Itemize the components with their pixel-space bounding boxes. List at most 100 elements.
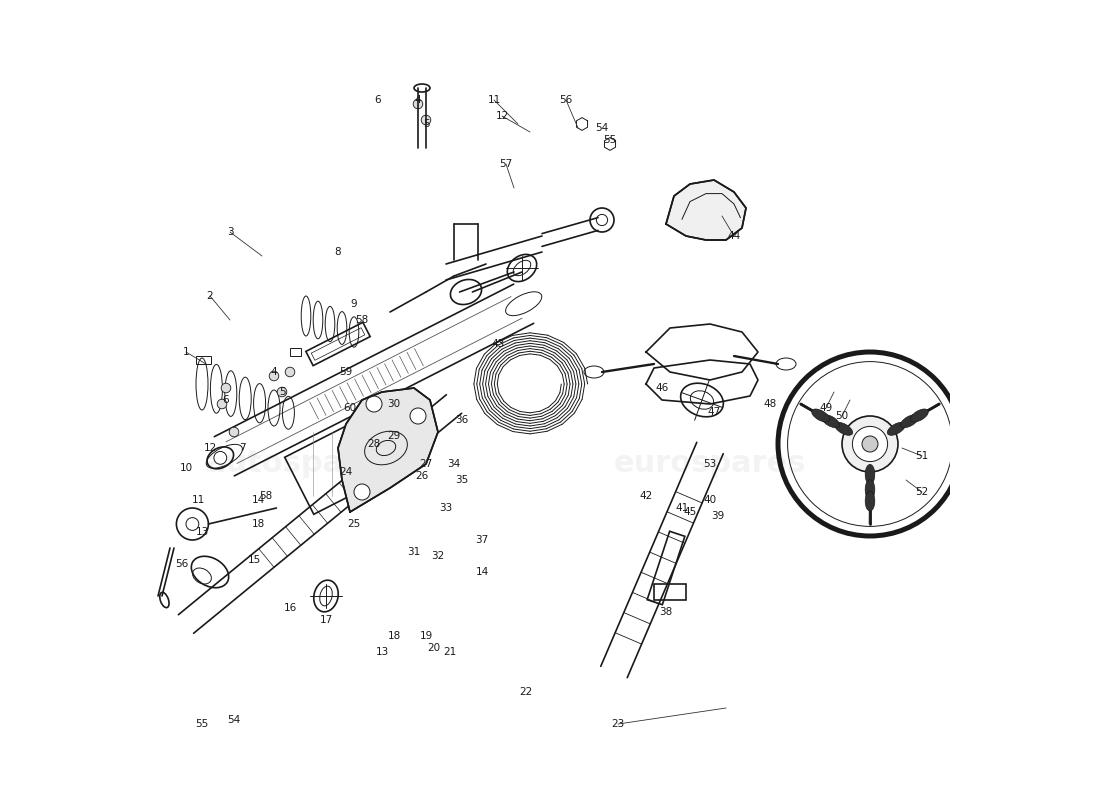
Circle shape	[213, 451, 227, 464]
Text: 4: 4	[415, 95, 421, 105]
Circle shape	[862, 436, 878, 452]
Text: 1: 1	[183, 347, 189, 357]
Text: 58: 58	[355, 315, 368, 325]
Text: 3: 3	[227, 227, 233, 237]
Text: 52: 52	[915, 487, 928, 497]
Text: 5: 5	[278, 387, 285, 397]
Ellipse shape	[901, 414, 918, 428]
Text: 56: 56	[175, 559, 188, 569]
Ellipse shape	[822, 414, 839, 428]
Text: 11: 11	[487, 95, 500, 105]
Circle shape	[414, 99, 422, 109]
Text: 42: 42	[639, 491, 652, 501]
Text: 55: 55	[196, 719, 209, 729]
Text: 45: 45	[683, 507, 696, 517]
Text: 27: 27	[419, 459, 432, 469]
Text: 41: 41	[675, 503, 689, 513]
Text: 22: 22	[519, 687, 532, 697]
Text: 29: 29	[387, 431, 400, 441]
Text: 14: 14	[475, 567, 488, 577]
Text: 60: 60	[343, 403, 356, 413]
Ellipse shape	[835, 422, 852, 435]
Text: 8: 8	[334, 247, 341, 257]
Text: 57: 57	[499, 159, 513, 169]
Text: 59: 59	[340, 367, 353, 377]
Text: 18: 18	[252, 519, 265, 529]
Text: 54: 54	[228, 715, 241, 725]
Circle shape	[285, 367, 295, 377]
Circle shape	[366, 396, 382, 412]
Circle shape	[270, 371, 278, 381]
Text: 56: 56	[560, 95, 573, 105]
Ellipse shape	[911, 409, 928, 422]
Text: 32: 32	[431, 551, 444, 561]
Text: 55: 55	[604, 135, 617, 145]
Bar	[290, 348, 301, 356]
Text: 26: 26	[416, 471, 429, 481]
Text: 9: 9	[351, 299, 358, 309]
Circle shape	[410, 408, 426, 424]
Text: 15: 15	[248, 555, 261, 565]
Circle shape	[229, 427, 239, 437]
Text: 53: 53	[703, 459, 716, 469]
Text: 37: 37	[475, 535, 488, 545]
Text: 54: 54	[595, 123, 608, 133]
Text: 12: 12	[204, 443, 217, 453]
Text: 50: 50	[835, 411, 848, 421]
Text: 47: 47	[707, 407, 721, 417]
Text: 28: 28	[367, 439, 381, 449]
Circle shape	[354, 484, 370, 500]
Ellipse shape	[888, 422, 905, 435]
Text: 12: 12	[495, 111, 508, 121]
Text: 44: 44	[727, 231, 740, 241]
Text: 30: 30	[387, 399, 400, 409]
Text: 38: 38	[659, 607, 672, 617]
Circle shape	[221, 383, 231, 393]
Text: autospares: autospares	[206, 450, 398, 478]
Text: 5: 5	[422, 119, 429, 129]
Text: 25: 25	[348, 519, 361, 529]
Text: 39: 39	[712, 511, 725, 521]
Text: 20: 20	[428, 643, 441, 653]
Bar	[197, 356, 211, 364]
Text: 34: 34	[448, 459, 461, 469]
Bar	[654, 584, 686, 600]
Text: 17: 17	[319, 615, 332, 625]
Text: 23: 23	[612, 719, 625, 729]
Text: 49: 49	[820, 403, 833, 413]
Text: 2: 2	[207, 291, 213, 301]
Text: 16: 16	[284, 603, 297, 613]
Text: 10: 10	[179, 463, 192, 473]
Text: 31: 31	[407, 547, 420, 557]
Polygon shape	[338, 388, 438, 512]
Text: 11: 11	[191, 495, 205, 505]
Circle shape	[852, 426, 888, 462]
Text: 51: 51	[915, 451, 928, 461]
Text: 18: 18	[387, 631, 400, 641]
Text: 58: 58	[260, 491, 273, 501]
Text: 40: 40	[703, 495, 716, 505]
Text: 21: 21	[443, 647, 456, 657]
Ellipse shape	[866, 479, 874, 499]
Circle shape	[421, 115, 431, 125]
Circle shape	[842, 416, 898, 472]
Circle shape	[277, 387, 287, 397]
Circle shape	[217, 399, 227, 409]
Ellipse shape	[866, 491, 874, 511]
Text: 46: 46	[656, 383, 669, 393]
Text: 6: 6	[222, 395, 229, 405]
Ellipse shape	[866, 464, 874, 484]
Text: eurospares: eurospares	[614, 450, 806, 478]
Text: 43: 43	[492, 339, 505, 349]
Text: 24: 24	[340, 467, 353, 477]
Text: 33: 33	[439, 503, 452, 513]
Text: 35: 35	[455, 475, 469, 485]
Text: 36: 36	[455, 415, 469, 425]
Text: 19: 19	[419, 631, 432, 641]
Text: 6: 6	[375, 95, 382, 105]
Text: 7: 7	[239, 443, 245, 453]
Text: 48: 48	[763, 399, 777, 409]
Text: 14: 14	[252, 495, 265, 505]
Text: 13: 13	[375, 647, 388, 657]
Text: 13: 13	[196, 527, 209, 537]
